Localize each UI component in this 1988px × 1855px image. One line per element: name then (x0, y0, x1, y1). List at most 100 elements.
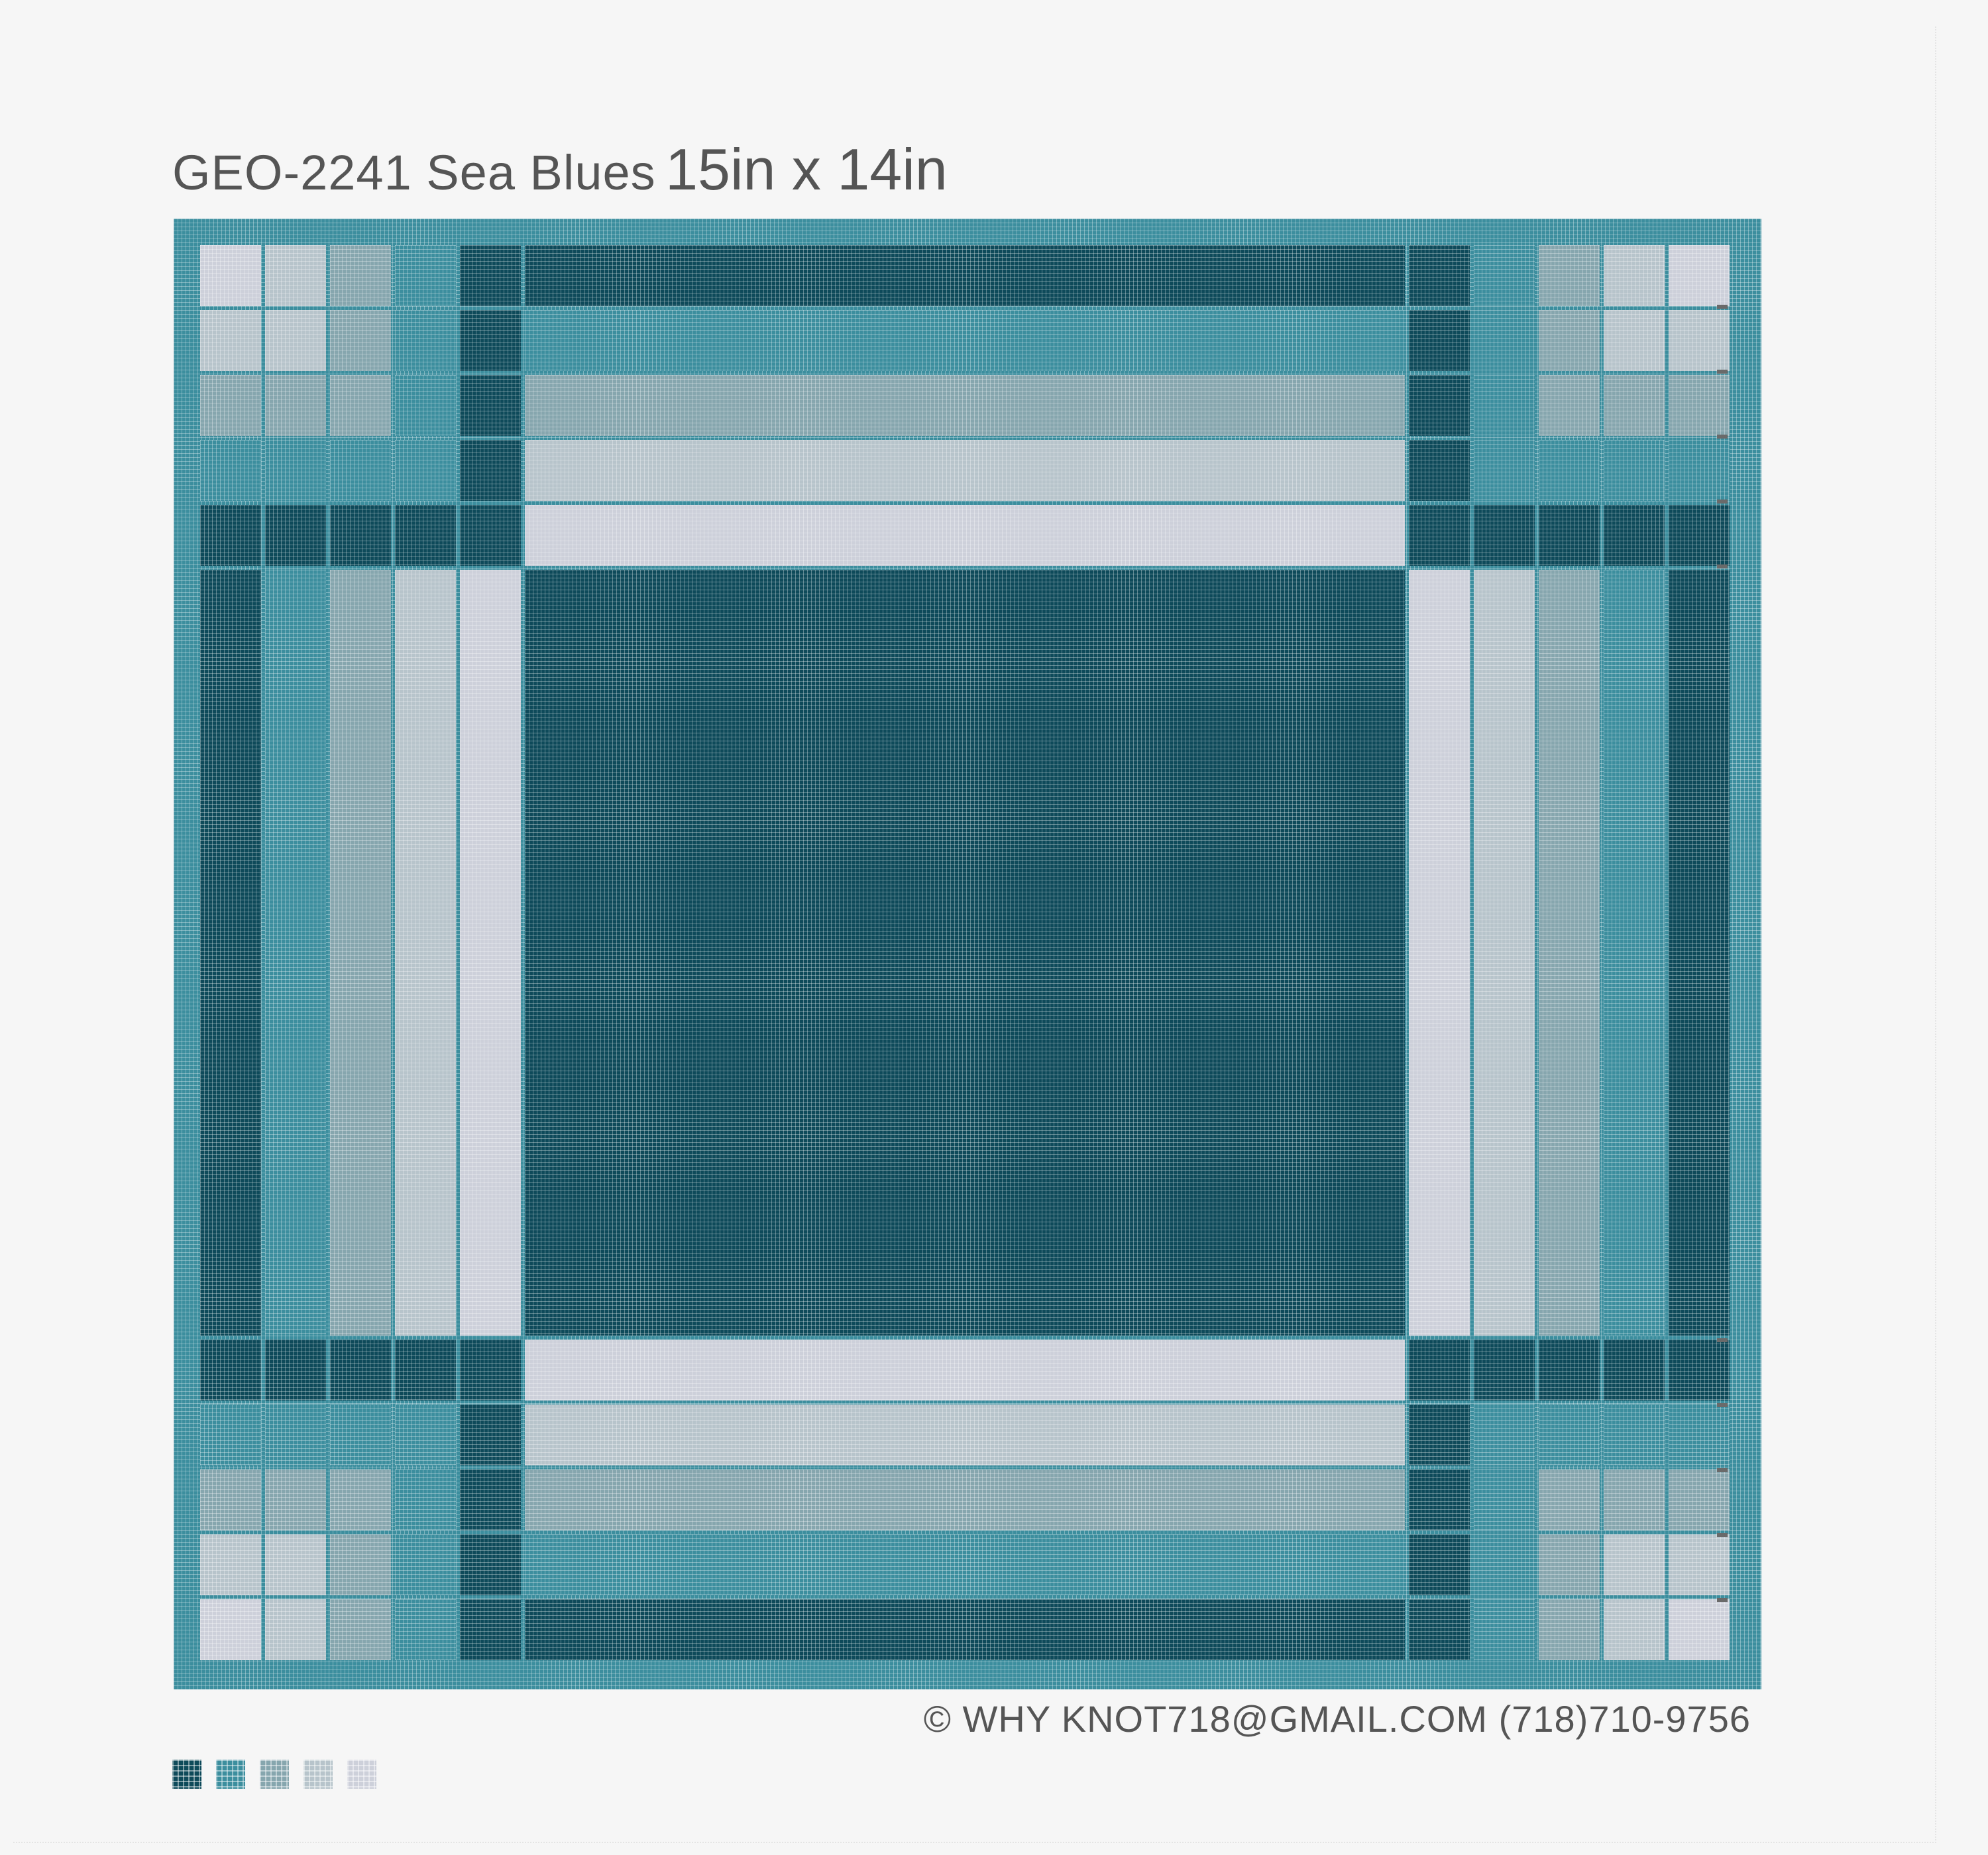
copyright-text: © WHY KNOT718@GMAIL.COM (718)710-9756 (923, 1698, 1751, 1740)
margin-tick (1717, 1338, 1728, 1342)
design-size: 15in x 14in (665, 136, 948, 202)
margin-tick (1717, 1598, 1728, 1602)
pattern-tile (1669, 245, 1730, 306)
pattern-tiles (174, 219, 1761, 1689)
pattern-tile (460, 505, 521, 566)
pattern-tile (1409, 1534, 1470, 1595)
margin-tick (1717, 500, 1728, 504)
pattern-tile (525, 1404, 1405, 1465)
pattern-tile (330, 1534, 391, 1595)
chart-title: GEO-2241 Sea Blues 15in x 14in (172, 140, 948, 199)
pattern-tile (1539, 440, 1600, 501)
pattern-tile (1474, 1404, 1535, 1465)
pattern-tile (330, 570, 391, 1336)
pattern-tile (1539, 1340, 1600, 1401)
pattern-tile (395, 570, 456, 1336)
pattern-tile (200, 1599, 261, 1660)
pattern-tile (460, 1404, 521, 1465)
pattern-tile (1409, 570, 1470, 1336)
pattern-tile (1409, 505, 1470, 566)
pattern-tile (265, 1340, 326, 1401)
pattern-tile (200, 310, 261, 371)
pattern-tile (200, 1340, 261, 1401)
pattern-tile (1409, 440, 1470, 501)
pattern-tile (330, 245, 391, 306)
pattern-tile (1539, 245, 1600, 306)
margin-tick (1717, 305, 1728, 309)
pattern-tile (200, 1534, 261, 1595)
pattern-tile (1604, 1340, 1665, 1401)
margin-tick (1717, 1403, 1728, 1407)
pattern-tile (1539, 1534, 1600, 1595)
pattern-tile (1539, 1469, 1600, 1530)
pattern-tile (1669, 375, 1730, 436)
pattern-tile (330, 505, 391, 566)
pattern-tile (1474, 1599, 1535, 1660)
pattern-tile (265, 245, 326, 306)
pattern-tile (265, 375, 326, 436)
pattern-tile (395, 1534, 456, 1595)
pattern-tile (200, 570, 261, 1336)
pattern-tile (1474, 310, 1535, 371)
pattern-tile (1409, 245, 1470, 306)
pattern-tile (330, 1404, 391, 1465)
pattern-tile (525, 245, 1405, 306)
pattern-tile (265, 1599, 326, 1660)
pattern-tile (460, 570, 521, 1336)
pattern-tile (1539, 375, 1600, 436)
pattern-tile (265, 310, 326, 371)
pattern-tile (1669, 310, 1730, 371)
pattern-tile (1474, 505, 1535, 566)
pattern-tile (1604, 440, 1665, 501)
pattern-tile (525, 440, 1405, 501)
pattern-tile (1604, 1599, 1665, 1660)
pattern-tile (460, 440, 521, 501)
pattern-tile (395, 245, 456, 306)
pattern-tile (395, 310, 456, 371)
pattern-tile (330, 1599, 391, 1660)
pattern-tile (460, 245, 521, 306)
pattern-tile (200, 505, 261, 566)
pattern-tile (1604, 245, 1665, 306)
pattern-tile (525, 505, 1405, 566)
pattern-tile (395, 375, 456, 436)
pattern-tile (265, 570, 326, 1336)
pattern-tile (1409, 310, 1470, 371)
pattern-tile (1409, 1340, 1470, 1401)
pattern-tile (1669, 1404, 1730, 1465)
pattern-tile (1539, 310, 1600, 371)
pattern-tile (1669, 505, 1730, 566)
pattern-tile (265, 440, 326, 501)
pattern-tile (395, 1340, 456, 1401)
pattern-tile (1604, 1469, 1665, 1530)
pattern-tile (1669, 1340, 1730, 1401)
pattern-tile (460, 1534, 521, 1595)
pattern-tile (1409, 1599, 1470, 1660)
pattern-tile (200, 1469, 261, 1530)
pattern-tile (460, 375, 521, 436)
pattern-tile (525, 1469, 1405, 1530)
pattern-tile (1409, 375, 1470, 436)
needlepoint-pattern (174, 219, 1761, 1689)
pattern-tile (1474, 570, 1535, 1336)
pattern-tile (395, 440, 456, 501)
pattern-tile (1604, 505, 1665, 566)
pattern-tile (1604, 1404, 1665, 1465)
pattern-tile (525, 570, 1405, 1336)
pattern-tile (1669, 570, 1730, 1336)
color-swatch (172, 1760, 201, 1789)
pattern-tile (1539, 1404, 1600, 1465)
pattern-tile (1474, 1340, 1535, 1401)
pattern-tile (1474, 440, 1535, 501)
pattern-tile (1539, 570, 1600, 1336)
pattern-tile (265, 1404, 326, 1465)
pattern-tile (265, 1534, 326, 1595)
pattern-tile (1474, 375, 1535, 436)
pattern-tile (395, 1404, 456, 1465)
pattern-tile (395, 1599, 456, 1660)
pattern-tile (1604, 1534, 1665, 1595)
pattern-tile (330, 1340, 391, 1401)
color-swatch (347, 1760, 376, 1789)
pattern-tile (460, 1340, 521, 1401)
pattern-tile (1539, 1599, 1600, 1660)
